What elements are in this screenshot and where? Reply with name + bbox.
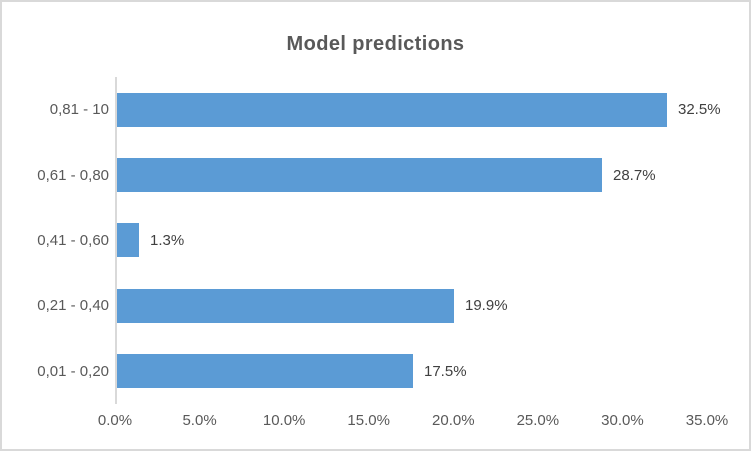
category-label: 0,81 - 10 bbox=[49, 101, 109, 119]
category-label: 0,61 - 0,80 bbox=[37, 166, 109, 184]
bar-row: 0,01 - 0,20 17.5% bbox=[37, 339, 707, 404]
data-label: 32.5% bbox=[678, 101, 721, 119]
bar-row: 0,41 - 0,60 1.3% bbox=[37, 208, 707, 273]
category-label: 0,01 - 0,20 bbox=[37, 362, 109, 380]
chart-title: Model predictions bbox=[286, 33, 465, 55]
data-label: 19.9% bbox=[465, 297, 508, 315]
data-bar bbox=[117, 223, 139, 258]
category-label: 0,21 - 0,40 bbox=[37, 297, 109, 315]
data-bar bbox=[117, 92, 667, 127]
data-label: 1.3% bbox=[150, 231, 185, 249]
x-axis-tick-label: 15.0% bbox=[347, 412, 390, 429]
x-axis-tick-label: 0.0% bbox=[97, 412, 133, 429]
bar-row: 0,21 - 0,40 19.9% bbox=[37, 273, 707, 338]
x-axis-tick-label: 30.0% bbox=[601, 412, 644, 429]
data-bar bbox=[117, 158, 602, 193]
data-bar bbox=[117, 354, 413, 389]
bar-row: 0,81 - 10 32.5% bbox=[50, 77, 721, 142]
plot-area: 0,81 - 10 32.5% 0,61 - 0,80 28.7% 0,41 - 0,6… bbox=[37, 77, 721, 404]
data-label: 28.7% bbox=[613, 166, 656, 184]
data-bar bbox=[117, 288, 454, 323]
x-axis-tick-label: 10.0% bbox=[262, 412, 306, 429]
x-axis-tick-label: 35.0% bbox=[685, 412, 729, 429]
x-axis: 0.0% 5.0% 10.0% 15.0% 20.0% 25.0% 30.0% 35.0% bbox=[98, 412, 728, 434]
category-label: 0,41 - 0,60 bbox=[37, 231, 109, 249]
data-label: 17.5% bbox=[424, 362, 467, 380]
x-axis-tick-label: 5.0% bbox=[182, 412, 217, 429]
x-axis-tick-label: 20.0% bbox=[432, 412, 475, 429]
bar-row: 0,61 - 0,80 28.7% bbox=[37, 142, 707, 207]
x-axis-tick-label: 25.0% bbox=[516, 412, 560, 429]
